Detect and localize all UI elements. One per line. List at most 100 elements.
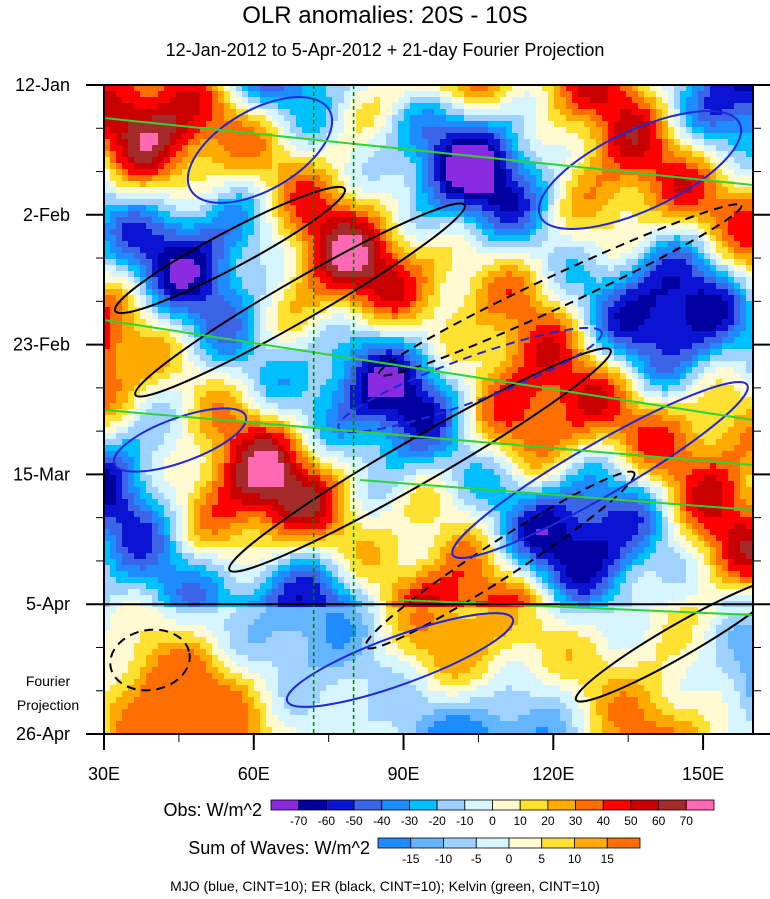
heat-cell — [590, 127, 597, 134]
heat-cell — [440, 235, 447, 242]
heat-cell — [530, 109, 537, 116]
heat-cell — [284, 103, 291, 110]
heat-cell — [614, 115, 621, 122]
heat-cell — [740, 325, 747, 332]
heat-cell — [482, 313, 489, 320]
heat-cell — [314, 319, 321, 326]
heat-cell — [158, 349, 165, 356]
heat-cell — [656, 253, 663, 260]
heat-cell — [536, 283, 543, 290]
heat-cell — [236, 193, 243, 200]
heat-cell — [284, 169, 291, 176]
heat-cell — [464, 259, 471, 266]
heat-cell — [692, 193, 699, 200]
heat-cell — [302, 289, 309, 296]
heat-cell — [308, 217, 315, 224]
heat-cell — [536, 169, 543, 176]
heat-cell — [200, 127, 207, 134]
heat-cell — [608, 139, 615, 146]
heat-cell — [242, 301, 249, 308]
heat-cell — [470, 223, 477, 230]
heat-cell — [704, 187, 711, 194]
heat-cell — [476, 91, 483, 98]
heat-cell — [482, 163, 489, 170]
heat-cell — [368, 193, 375, 200]
heat-cell — [116, 127, 123, 134]
heat-cell — [176, 85, 183, 92]
heat-cell — [530, 277, 537, 284]
heat-cell — [542, 115, 549, 122]
heat-cell — [146, 145, 153, 152]
heat-cell — [686, 145, 693, 152]
heat-cell — [656, 163, 663, 170]
heat-cell — [410, 193, 417, 200]
heat-cell — [674, 175, 681, 182]
heat-cell — [500, 181, 507, 188]
heat-cell — [332, 169, 339, 176]
heat-cell — [398, 259, 405, 266]
heat-cell — [674, 271, 681, 278]
heat-cell — [338, 223, 345, 230]
heat-cell — [290, 319, 297, 326]
heat-cell — [422, 271, 429, 278]
heat-cell — [578, 127, 585, 134]
heat-cell — [242, 283, 249, 290]
heat-cell — [146, 121, 153, 128]
heat-cell — [656, 337, 663, 344]
heat-cell — [596, 187, 603, 194]
heat-cell — [140, 229, 147, 236]
heat-cell — [602, 253, 609, 260]
heat-cell — [398, 253, 405, 260]
heat-cell — [704, 157, 711, 164]
heat-cell — [632, 193, 639, 200]
heat-cell — [626, 253, 633, 260]
heat-cell — [314, 193, 321, 200]
heat-cell — [242, 115, 249, 122]
heat-cell — [530, 241, 537, 248]
heat-cell — [212, 217, 219, 224]
heat-cell — [656, 313, 663, 320]
heat-cell — [716, 319, 723, 326]
heat-cell — [152, 229, 159, 236]
heat-cell — [182, 235, 189, 242]
heat-cell — [122, 175, 129, 182]
heat-cell — [608, 181, 615, 188]
heat-cell — [584, 253, 591, 260]
heat-cell — [224, 277, 231, 284]
heat-cell — [128, 277, 135, 284]
heat-cell — [440, 97, 447, 104]
heat-cell — [728, 169, 735, 176]
heat-cell — [308, 163, 315, 170]
heat-cell — [380, 241, 387, 248]
heat-cell — [416, 181, 423, 188]
heat-cell — [110, 157, 117, 164]
heat-cell — [146, 319, 153, 326]
heat-cell — [128, 235, 135, 242]
heat-cell — [338, 217, 345, 224]
heat-cell — [530, 271, 537, 278]
heat-cell — [620, 157, 627, 164]
heat-cell — [326, 97, 333, 104]
heat-cell — [650, 193, 657, 200]
heat-cell — [314, 199, 321, 206]
heat-cell — [488, 145, 495, 152]
heat-cell — [188, 343, 195, 350]
heat-cell — [698, 169, 705, 176]
heat-cell — [608, 121, 615, 128]
heat-cell — [440, 127, 447, 134]
heat-cell — [302, 325, 309, 332]
heat-cell — [374, 301, 381, 308]
heat-cell — [278, 115, 285, 122]
heat-cell — [332, 259, 339, 266]
heat-cell — [686, 133, 693, 140]
heat-cell — [518, 313, 525, 320]
heat-cell — [224, 205, 231, 212]
heat-cell — [326, 241, 333, 248]
heat-cell — [392, 91, 399, 98]
heat-cell — [500, 103, 507, 110]
heat-cell — [332, 145, 339, 152]
heat-cell — [584, 265, 591, 272]
heat-cell — [704, 109, 711, 116]
heat-cell — [248, 235, 255, 242]
heat-cell — [428, 157, 435, 164]
